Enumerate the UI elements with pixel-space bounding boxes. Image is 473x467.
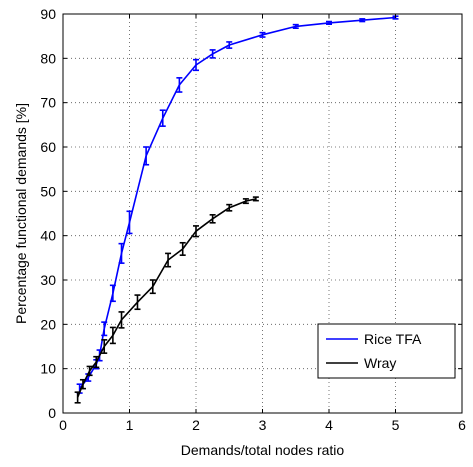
error-bar-wray [109,326,116,345]
error-bar-rice-tfa [259,31,266,38]
error-bar-wray [242,198,249,205]
y-tick-label: 80 [40,50,56,66]
error-bar-wray [179,241,186,256]
error-bar-rice-tfa [292,23,299,29]
error-bar-wray [149,279,156,295]
error-bar-wray [86,365,93,377]
x-tick-label: 3 [259,417,267,433]
x-tick-label: 0 [59,417,67,433]
error-bar-wray [165,252,172,268]
error-bar-wray [118,311,125,329]
legend-box [317,323,456,379]
legend-label-wray: Wray [364,355,396,371]
error-bar-rice-tfa [143,146,150,166]
x-tick-label: 4 [325,417,333,433]
y-axis-title: Percentage functional demands [%] [13,103,29,324]
y-tick-label: 0 [48,405,56,421]
error-bar-rice-tfa [118,242,125,264]
error-bar-wray [101,339,108,354]
y-tick-label: 90 [40,6,56,22]
error-bar-wray [74,391,81,404]
y-tick-label: 30 [40,272,56,288]
legend: Rice TFA Wray [317,323,456,379]
error-bar-wray [193,225,199,238]
series-layer [74,15,399,404]
series-line-wray [76,198,256,398]
x-tick-label: 5 [392,417,400,433]
error-bar-rice-tfa [109,284,116,303]
x-tick-label: 2 [192,417,200,433]
y-tick-label: 20 [40,316,56,332]
error-bar-rice-tfa [193,58,199,72]
error-bar-rice-tfa [359,18,366,23]
y-tick-label: 40 [40,228,56,244]
y-tick-label: 10 [40,361,56,377]
y-tick-label: 50 [40,183,56,199]
error-bar-rice-tfa [326,20,332,25]
x-axis-title: Demands/total nodes ratio [181,442,345,458]
error-bar-wray [252,196,259,202]
error-bar-rice-tfa [159,109,166,127]
error-bar-rice-tfa [126,210,133,235]
error-bar-wray [93,355,100,369]
error-bar-rice-tfa [226,41,233,49]
x-tick-label: 6 [458,417,466,433]
y-tick-label: 60 [40,139,56,155]
error-bar-wray [134,294,141,311]
error-bar-wray [226,203,233,212]
y-tick-label: 70 [40,95,56,111]
error-bar-wray [79,378,86,390]
error-bar-rice-tfa [209,49,216,59]
x-tick-label: 1 [126,417,134,433]
error-bar-wray [209,214,216,224]
error-bar-rice-tfa [101,321,108,337]
legend-label-rice-tfa: Rice TFA [364,331,422,347]
error-bar-rice-tfa [176,77,183,93]
